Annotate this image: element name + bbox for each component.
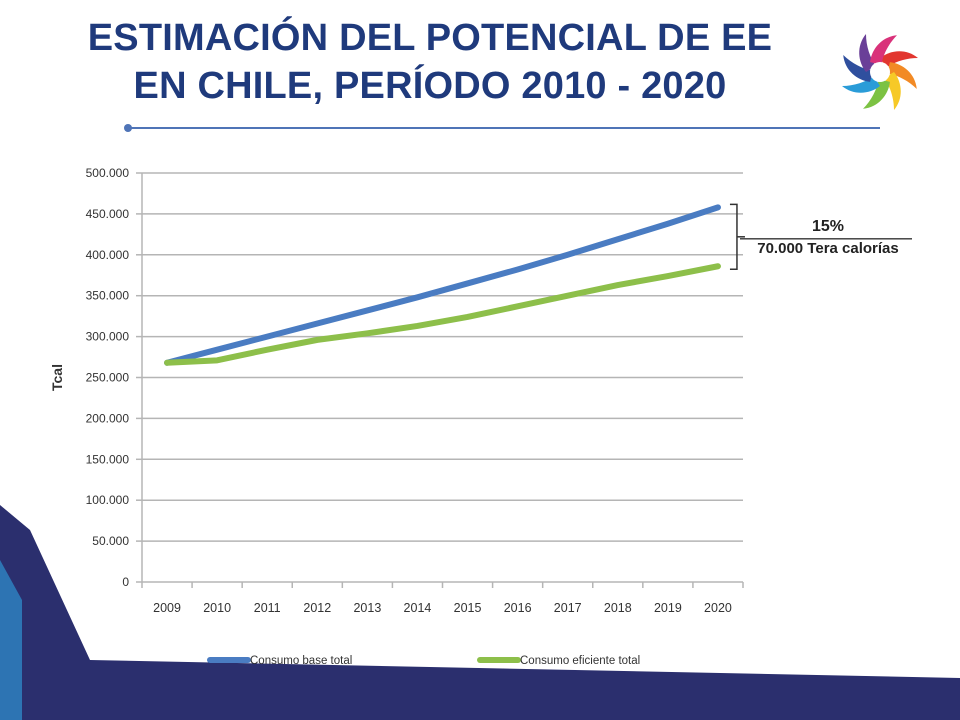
- series-line: [164, 263, 721, 366]
- logo-petal: [843, 55, 873, 82]
- y-tick-label: 400.000: [86, 248, 130, 262]
- y-tick-label: 50.000: [92, 534, 129, 548]
- annotation-bracket: [729, 203, 738, 271]
- y-tick-label: 300.000: [86, 330, 130, 344]
- y-tick-label: 450.000: [86, 207, 130, 221]
- x-tick-label: 2017: [554, 601, 582, 615]
- x-tick-label: 2011: [254, 601, 281, 615]
- annotation-percent: 15%: [812, 218, 844, 235]
- y-tick-label: 500.000: [86, 166, 130, 180]
- title-underline: [128, 127, 880, 129]
- x-tick-label: 2012: [303, 601, 331, 615]
- x-tick-label: 2009: [153, 601, 181, 615]
- title-underline-dot: [124, 124, 132, 132]
- x-tick-label: 2020: [704, 601, 732, 615]
- slide-title-line-1: ESTIMACIÓN DEL POTENCIAL DE EE: [87, 17, 773, 59]
- x-tick-label: 2015: [454, 601, 482, 615]
- deco-blue-band: [0, 560, 22, 720]
- y-tick-label: 200.000: [86, 411, 130, 425]
- y-axis-label: Tcal: [49, 364, 65, 391]
- legend-label: Consumo base total: [250, 655, 352, 667]
- x-tick-label: 2019: [654, 601, 682, 615]
- logo-petal: [870, 35, 897, 65]
- x-tick-label: 2014: [404, 601, 432, 615]
- y-tick-label: 0: [122, 575, 129, 589]
- chart-container: 0 50.000 100.000 150.000 200.000 250.000 300.0…: [40, 150, 940, 680]
- logo-petal: [887, 62, 917, 89]
- y-tick-label: 350.000: [86, 289, 130, 303]
- logo-petal: [863, 79, 890, 109]
- line-chart: 0 50.000 100.000 150.000 200.000 250.000 300.0…: [49, 166, 912, 667]
- slide-title-line-2: EN CHILE, PERÍODO 2010 - 2020: [133, 65, 727, 107]
- series-line: [164, 204, 721, 366]
- slide-title: ESTIMACIÓN DEL POTENCIAL DE EE EN CHILE,…: [30, 14, 830, 110]
- deco-navy-wedge: [0, 505, 960, 720]
- legend-label: Consumo eficiente total: [520, 655, 640, 667]
- y-tick-label: 100.000: [86, 493, 130, 507]
- y-tick-label: 250.000: [86, 371, 130, 385]
- x-tick-label: 2016: [504, 601, 532, 615]
- x-tick-label: 2018: [604, 601, 632, 615]
- x-tick-label: 2013: [353, 601, 381, 615]
- annotation-text: 70.000 Tera calorías: [757, 240, 899, 257]
- x-tick-label: 2010: [203, 601, 231, 615]
- pinwheel-logo-icon: [842, 34, 918, 110]
- y-tick-label: 150.000: [86, 452, 130, 466]
